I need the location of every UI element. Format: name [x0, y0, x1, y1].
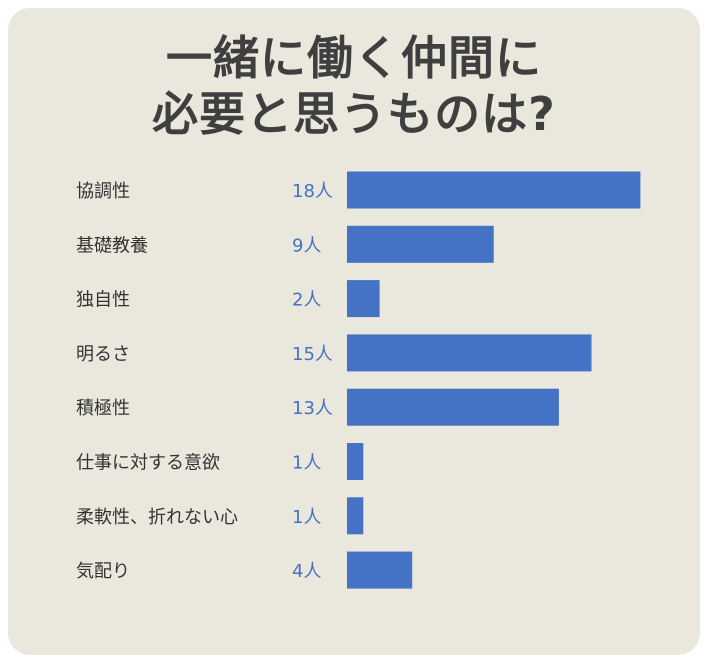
bar	[347, 225, 494, 263]
bar	[347, 280, 380, 318]
value-label: 1人	[292, 453, 321, 474]
value-label: 15人	[292, 344, 333, 365]
bar	[347, 171, 641, 209]
bar	[347, 334, 592, 372]
category-label: 明るさ	[76, 344, 130, 365]
category-label: 仕事に対する意欲	[76, 453, 220, 474]
title-line-2: 必要と思うものは?	[152, 87, 556, 141]
category-label: 独自性	[76, 290, 130, 311]
value-label: 4人	[292, 561, 321, 582]
value-label: 1人	[292, 507, 321, 528]
title-line-1: 一緒に働く仲間に	[166, 31, 542, 85]
value-label: 9人	[292, 235, 321, 256]
bar	[347, 551, 413, 589]
value-label: 13人	[292, 398, 333, 419]
category-label: 柔軟性、折れない心	[76, 507, 238, 528]
category-label: 積極性	[76, 398, 130, 419]
bar	[347, 497, 364, 535]
category-label: 気配り	[76, 561, 130, 582]
value-label: 18人	[292, 181, 333, 202]
bar	[347, 388, 559, 426]
chart-card: 一緒に働く仲間に 必要と思うものは?	[8, 8, 700, 655]
category-label: 基礎教養	[76, 235, 148, 256]
chart-title: 一緒に働く仲間に 必要と思うものは?	[8, 30, 700, 142]
value-label: 2人	[292, 290, 321, 311]
category-label: 協調性	[76, 181, 130, 202]
bar	[347, 443, 364, 480]
